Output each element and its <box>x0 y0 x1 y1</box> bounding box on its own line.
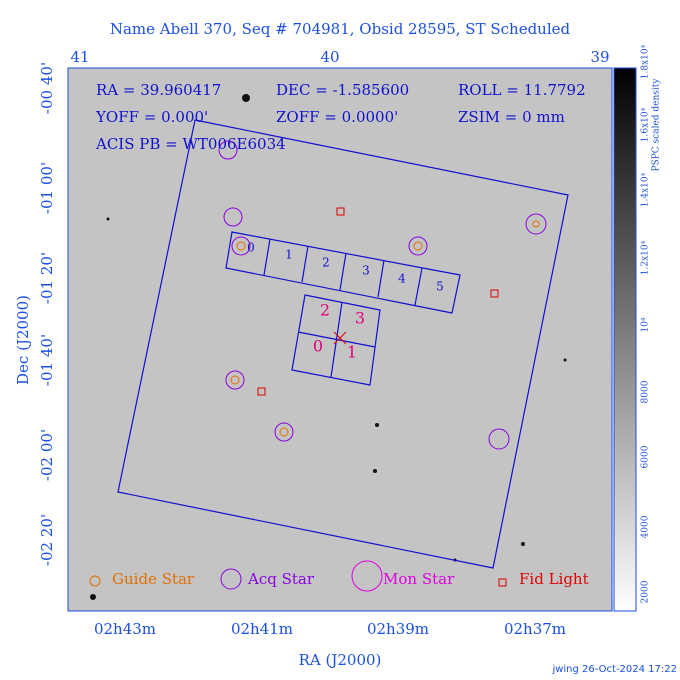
legend-text: Mon Star <box>383 570 455 588</box>
ra-label: RA (J2000) <box>299 651 382 669</box>
dec-tick: -00 40' <box>38 62 56 114</box>
ra-tick: 02h43m <box>94 620 156 638</box>
legend-text: Guide Star <box>112 570 195 588</box>
dec-tick: -01 00' <box>38 162 56 214</box>
chip-label: 4 <box>398 272 406 286</box>
colorbar-tick: 4000 <box>641 515 651 538</box>
footer: jwing 26-Oct-2024 17:22 <box>551 664 677 675</box>
info: ZOFF = 0.0000' <box>276 108 398 126</box>
dec-tick: -01 20' <box>38 252 56 304</box>
colorbar-tick: 1.2x10⁴ <box>641 240 651 275</box>
info: DEC = -1.585600 <box>276 81 409 99</box>
colorbar-tick: 10⁴ <box>641 317 651 332</box>
markers <box>218 140 547 450</box>
info: RA = 39.960417 <box>96 81 221 99</box>
colorbar <box>613 67 637 612</box>
colorbar-tick: 1.8x10⁴ <box>641 44 651 79</box>
chip-label: 2 <box>322 256 330 270</box>
chip-label: 1 <box>347 343 357 362</box>
legend-text: Fid Light <box>519 570 589 588</box>
info: ZSIM = 0 mm <box>458 108 565 126</box>
top-tick: 40 <box>320 48 339 66</box>
legend-symbol <box>220 568 242 590</box>
legend-symbol <box>498 578 507 587</box>
info: ACIS PB = WT006E6034 <box>95 135 286 153</box>
dec-label: Dec (J2000) <box>14 295 32 385</box>
info: ROLL = 11.7792 <box>458 81 586 99</box>
legend-symbol <box>89 575 101 587</box>
chip-label: 1 <box>285 248 293 262</box>
colorbar-tick: 8000 <box>641 380 651 403</box>
chip-label: 2 <box>320 301 330 320</box>
sky-image <box>67 67 613 612</box>
colorbar-tick: 2000 <box>641 580 651 603</box>
info: YOFF = 0.000' <box>95 108 208 126</box>
ra-tick: 02h37m <box>504 620 566 638</box>
chip-label: 3 <box>362 264 370 278</box>
dec-tick: -01 40' <box>38 334 56 386</box>
ra-tick: 02h41m <box>231 620 293 638</box>
ra-tick: 02h39m <box>367 620 429 638</box>
dec-tick: -02 20' <box>38 514 56 566</box>
colorbar-tick: 1.4x10⁴ <box>641 172 651 207</box>
chip-label: 0 <box>313 337 323 356</box>
legend-symbol <box>351 560 383 592</box>
colorbar-tick: 1.6x10⁴ <box>641 107 651 142</box>
legend-text: Acq Star <box>247 570 315 588</box>
field-outlines <box>117 119 569 569</box>
chip-label: 0 <box>247 241 255 255</box>
colorbar-tick: 6000 <box>641 445 651 468</box>
top-tick: 41 <box>70 48 89 66</box>
top-tick: 39 <box>590 48 609 66</box>
chip-label: 5 <box>436 280 444 294</box>
title: Name Abell 370, Seq # 704981, Obsid 2859… <box>110 20 571 38</box>
stars <box>90 94 567 600</box>
dec-tick: -02 00' <box>38 429 56 481</box>
chip-label: 3 <box>355 309 365 328</box>
colorbar-label: PSPC scaled density <box>652 78 662 172</box>
